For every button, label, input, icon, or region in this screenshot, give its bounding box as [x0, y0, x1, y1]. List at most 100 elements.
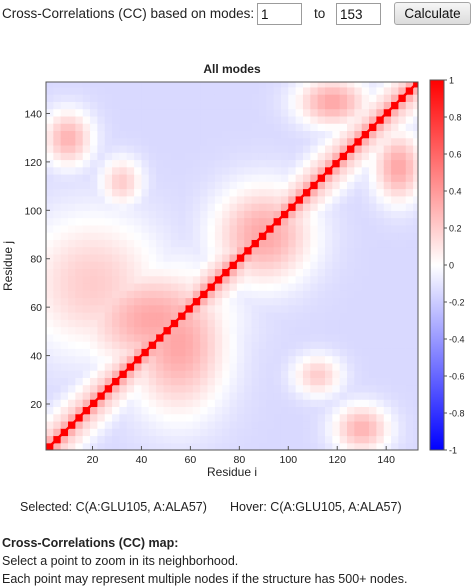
heatmap-cell: [126, 86, 135, 95]
heatmap-cell: [141, 377, 150, 386]
mode-from-input[interactable]: [257, 3, 302, 25]
x-tick-label: 40: [136, 454, 148, 466]
heatmap-cell: [192, 261, 201, 270]
heatmap-cell: [222, 159, 231, 168]
heatmap-cell: [222, 253, 231, 262]
heatmap-cell: [391, 144, 400, 153]
heatmap-cell: [244, 355, 253, 364]
heatmap-cell: [310, 195, 319, 204]
heatmap-cell: [332, 304, 341, 313]
heatmap-cell: [354, 123, 363, 132]
heatmap-cell: [273, 297, 282, 306]
heatmap-cell: [236, 86, 245, 95]
heatmap-cell: [141, 101, 150, 110]
heatmap-cell: [68, 115, 76, 124]
heatmap-cell: [200, 384, 209, 393]
heatmap-cell: [163, 166, 172, 175]
heatmap-cell: [244, 399, 253, 408]
heatmap-cell: [295, 428, 304, 437]
heatmap-cell: [376, 297, 385, 306]
heatmap-cell: [148, 428, 157, 437]
heatmap-cell: [251, 130, 260, 139]
heatmap-cell: [53, 115, 62, 124]
heatmap-cell: [75, 275, 84, 284]
heatmap-cell: [273, 282, 282, 291]
heatmap-cell: [288, 253, 297, 262]
heatmap-cell: [163, 144, 172, 153]
heatmap-cell: [134, 94, 143, 102]
heatmap-cell: [280, 348, 289, 357]
heatmap-cell: [82, 341, 91, 349]
heatmap-cell: [68, 203, 76, 211]
heatmap-cell: [97, 137, 106, 146]
heatmap-cell: [266, 123, 275, 132]
heatmap-cell: [170, 123, 179, 132]
heatmap-cell: [134, 123, 143, 132]
heatmap-cell: [178, 341, 187, 349]
heatmap[interactable]: [46, 80, 421, 451]
heatmap-cell: [75, 94, 84, 102]
heatmap-cell: [398, 195, 407, 204]
heatmap-cell: [273, 224, 282, 233]
heatmap-cell: [229, 123, 238, 132]
heatmap-cell: [104, 442, 113, 450]
heatmap-cell: [310, 399, 319, 408]
heatmap-cell: [258, 144, 267, 153]
heatmap-cell: [163, 384, 172, 393]
heatmap-cell: [90, 152, 98, 161]
heatmap-cell: [369, 108, 377, 117]
heatmap-cell: [258, 115, 267, 124]
heatmap-cell: [119, 355, 128, 364]
heatmap-cell: [302, 94, 311, 102]
heatmap-cell: [361, 333, 370, 342]
heatmap-cell: [391, 261, 400, 270]
heatmap-cell: [60, 355, 69, 364]
heatmap-cell: [361, 413, 370, 422]
heatmap-cell: [280, 188, 289, 197]
heatmap-cell: [104, 312, 113, 320]
heatmap-cell: [251, 326, 260, 335]
heatmap-cell: [82, 181, 91, 190]
heatmap-cell: [369, 355, 377, 364]
heatmap-cell: [104, 391, 113, 400]
heatmap-cell: [391, 94, 400, 102]
heatmap-cell: [192, 108, 201, 117]
heatmap-cell: [376, 391, 385, 400]
heatmap-cell: [156, 137, 165, 146]
calculate-button[interactable]: Calculate: [394, 2, 471, 25]
heatmap-cell: [163, 188, 172, 197]
heatmap-cell: [222, 290, 231, 299]
heatmap-cell: [53, 166, 62, 175]
heatmap-cell: [119, 413, 128, 422]
heatmap-cell: [53, 94, 62, 102]
heatmap-cell: [134, 82, 143, 88]
heatmap-cell: [236, 348, 245, 357]
heatmap-cell: [222, 275, 231, 284]
heatmap-cell: [251, 210, 260, 219]
heatmap-cell: [46, 282, 54, 291]
heatmap-cell: [68, 355, 76, 364]
heatmap-cell: [185, 268, 194, 277]
heatmap-cell: [163, 348, 172, 357]
mode-to-input[interactable]: [336, 3, 381, 25]
heatmap-cell: [310, 101, 319, 110]
heatmap-cell: [207, 341, 216, 349]
heatmap-cell: [302, 166, 311, 175]
heatmap-cell: [53, 384, 62, 393]
heatmap-cell: [97, 261, 106, 270]
heatmap-cell: [339, 86, 348, 95]
heatmap-cell: [68, 108, 76, 117]
heatmap-cell: [258, 370, 267, 378]
heatmap-cell: [141, 188, 150, 197]
heatmap-cell: [273, 261, 282, 270]
heatmap-cell: [244, 333, 253, 342]
heatmap-cell: [273, 232, 282, 240]
heatmap-cell: [236, 82, 245, 88]
heatmap-cell: [68, 174, 76, 182]
heatmap-cell: [229, 413, 238, 422]
heatmap-cell: [207, 130, 216, 139]
heatmap-cell: [104, 319, 113, 328]
heatmap-cell: [148, 413, 157, 422]
heatmap-cell: [376, 435, 385, 444]
heatmap-cell: [214, 166, 223, 175]
